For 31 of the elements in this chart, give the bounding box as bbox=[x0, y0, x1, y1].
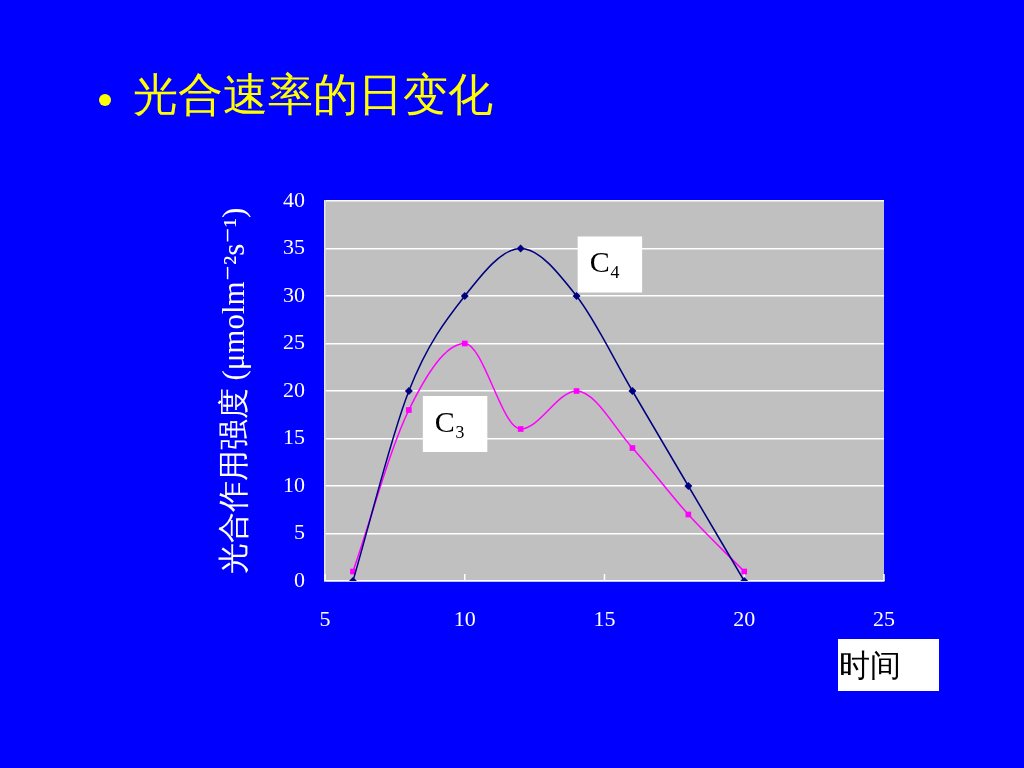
x-tick-label: 25 bbox=[873, 605, 895, 631]
series-label: C₃ bbox=[434, 404, 466, 438]
y-axis-title: 光合作用强度 (μmolm⁻²s⁻¹) bbox=[215, 207, 251, 575]
y-tick-label: 15 bbox=[283, 424, 305, 450]
x-axis-title: 时间 bbox=[838, 639, 939, 691]
y-tick-label: 10 bbox=[283, 471, 305, 497]
point bbox=[461, 340, 468, 347]
y-tick-label: 25 bbox=[283, 329, 305, 355]
point bbox=[516, 244, 525, 253]
point bbox=[628, 387, 637, 395]
chart-title: 光合速率的日变化 bbox=[133, 68, 493, 122]
point bbox=[517, 426, 524, 432]
point bbox=[573, 388, 580, 394]
y-tick-label: 40 bbox=[283, 186, 305, 212]
point bbox=[404, 387, 413, 395]
y-tick-label: 0 bbox=[294, 566, 305, 592]
point bbox=[406, 407, 412, 413]
x-tick-label: 15 bbox=[593, 605, 616, 631]
point bbox=[572, 292, 581, 300]
point bbox=[460, 292, 469, 300]
x-tick-label: 5 bbox=[319, 605, 331, 631]
y-tick-label: 35 bbox=[283, 234, 305, 260]
point bbox=[741, 568, 748, 575]
y-tick-label: 30 bbox=[283, 281, 305, 307]
x-tick-label: 20 bbox=[733, 605, 756, 631]
y-tick-label: 20 bbox=[283, 376, 305, 402]
y-tick-label: 5 bbox=[294, 519, 305, 545]
point bbox=[684, 482, 693, 490]
x-tick-label: 10 bbox=[453, 605, 476, 631]
series-label: C₄ bbox=[589, 245, 621, 279]
point bbox=[629, 445, 636, 451]
